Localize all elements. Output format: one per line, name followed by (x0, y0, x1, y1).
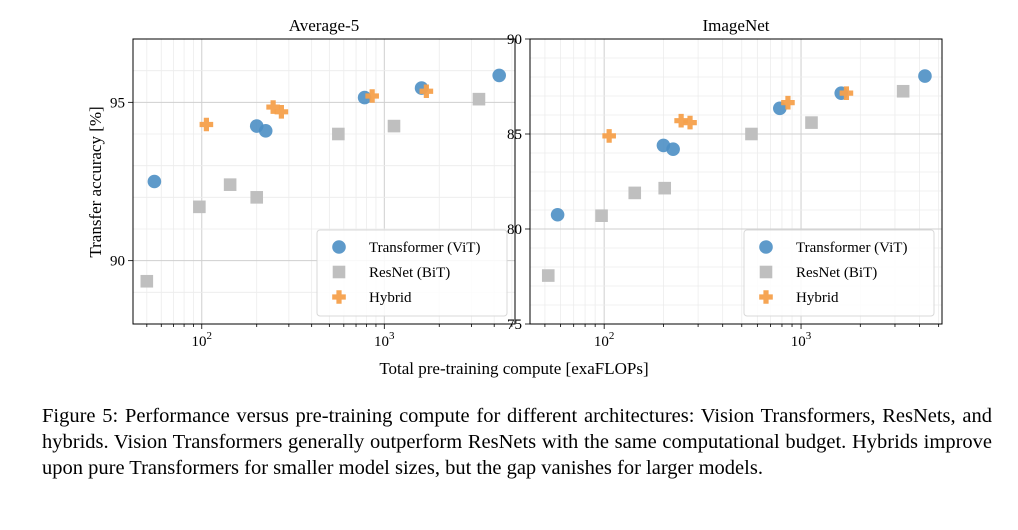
data-point-square (140, 274, 154, 288)
data-point-square (193, 200, 206, 214)
chart-title-average-5: Average-5 (289, 16, 359, 35)
data-point-square (628, 186, 642, 200)
legend-average-5: Transformer (ViT) ResNet (BiT) Hybrid (316, 229, 508, 317)
figure: Average-5 90 95 102 103 Transformer (ViT) ResN… (86, 16, 943, 378)
data-point-plus (674, 113, 688, 128)
series-square-average-5 (140, 92, 486, 288)
x-tick-label: 103 (374, 330, 395, 350)
series-plus-imagenet (602, 86, 854, 143)
data-point-square (896, 84, 910, 98)
legend-label: Transformer (ViT) (369, 240, 480, 256)
y-tick-label: 90 (110, 254, 125, 270)
data-point-square (332, 127, 345, 141)
x-tick-label: 102 (594, 330, 615, 350)
data-point-plus (683, 115, 697, 130)
legend-label: ResNet (BiT) (369, 265, 450, 281)
data-point-square (472, 92, 486, 106)
legend-box (316, 229, 508, 317)
y-tick-label: 95 (110, 95, 125, 111)
legend-label: ResNet (BiT) (796, 265, 877, 281)
data-point-circle (147, 174, 162, 189)
y-tick-label: 90 (507, 32, 522, 48)
legend-box (743, 229, 935, 317)
legend-marker-circle (759, 240, 773, 254)
chart-imagenet: ImageNet 75 80 85 90 102 103 Transformer (ViT) R… (507, 16, 943, 350)
figure-ylabel: Transfer accuracy [%] (86, 106, 105, 257)
legend-marker-circle (332, 240, 346, 254)
chart-average-5: Average-5 90 95 102 103 Transformer (ViT) ResN… (110, 16, 516, 350)
plot-frame-imagenet (529, 38, 943, 325)
x-tick-label: 102 (192, 330, 213, 350)
data-point-plus (419, 84, 434, 99)
y-tick-label: 85 (507, 127, 522, 143)
data-point-plus (365, 89, 379, 103)
data-point-plus (781, 95, 795, 110)
legend-marker-plus (332, 290, 346, 304)
data-point-plus (839, 86, 854, 100)
legend-label: Hybrid (369, 290, 412, 306)
legend-label: Hybrid (796, 290, 839, 306)
figure-xlabel: Total pre-training compute [exaFLOPs] (379, 359, 648, 378)
data-point-circle (492, 68, 506, 83)
y-tick-label: 75 (507, 317, 522, 333)
data-point-circle (918, 69, 932, 83)
data-point-plus (199, 117, 214, 132)
plot-frame-average-5 (132, 38, 516, 325)
data-point-circle (550, 207, 565, 222)
data-point-square (595, 209, 608, 222)
chart-title-imagenet: ImageNet (702, 16, 769, 35)
series-plus-average-5 (199, 84, 434, 132)
data-point-square (658, 181, 672, 195)
legend-marker-square (759, 265, 773, 279)
series-circle-imagenet (550, 69, 932, 222)
series-square-imagenet (541, 84, 910, 282)
data-point-circle (258, 124, 273, 138)
legend-marker-plus (759, 290, 773, 304)
data-point-plus (274, 105, 289, 119)
data-point-circle (666, 142, 680, 156)
data-point-square (805, 116, 818, 129)
data-point-plus (266, 100, 280, 114)
data-point-plus (602, 129, 616, 143)
y-tick-label: 80 (507, 222, 522, 238)
data-point-square (387, 119, 401, 133)
legend-label: Transformer (ViT) (796, 240, 907, 256)
x-tick-label: 103 (791, 330, 812, 350)
data-point-square (541, 269, 555, 282)
legend-marker-square (332, 265, 346, 279)
data-point-square (745, 127, 758, 141)
figure-caption: Figure 5: Performance versus pre-trainin… (42, 405, 992, 479)
legend-imagenet: Transformer (ViT) ResNet (BiT) Hybrid (743, 229, 935, 317)
data-point-square (223, 178, 237, 191)
data-point-square (250, 191, 264, 204)
